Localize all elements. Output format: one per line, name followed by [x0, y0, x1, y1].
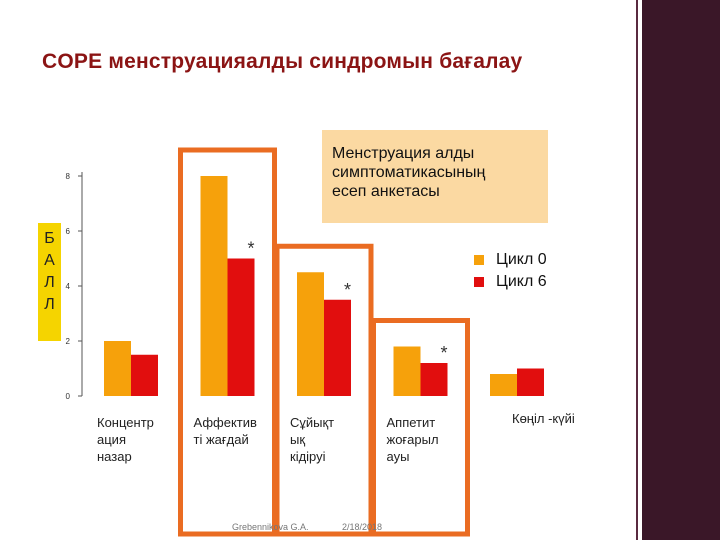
footer-author: Grebennikova G.A.: [232, 522, 309, 532]
chart-legend: Цикл 0 Цикл 6: [474, 250, 547, 294]
x-category-label: Аффектив ті жағдай: [194, 414, 257, 448]
y-tick-label: 8: [66, 172, 71, 181]
x-category-label-line: ті жағдай: [193, 432, 249, 447]
x-category-label-line: жоғарыл: [386, 432, 439, 447]
y-axis-label: Б А Л Л: [38, 223, 61, 341]
legend-label-cycle6: Цикл 6: [496, 273, 547, 290]
x-category-label-line: Аффектив: [193, 415, 257, 430]
slide-title: COPE менструацияалды синдромын бағалау: [42, 50, 523, 73]
highlight-frame: [371, 318, 470, 537]
questionnaire-callout: Менструация алды симптоматикасының есеп …: [322, 130, 548, 223]
legend-item-cycle6: Цикл 6: [474, 272, 547, 292]
x-category-label: Сұйықт ық кідіруі: [290, 414, 334, 465]
legend-label-cycle0: Цикл 0: [496, 251, 547, 268]
callout-line: есеп анкетасы: [332, 183, 440, 200]
legend-item-cycle0: Цикл 0: [474, 250, 547, 270]
bar-cycle6: [131, 354, 158, 396]
callout-line: симптоматикасының: [332, 164, 486, 181]
x-category-label-line: кідіруі: [290, 449, 326, 464]
x-category-label-line: ық: [290, 432, 306, 447]
footer-date: 2/18/2018: [342, 522, 383, 532]
y-axis-letter: Б: [44, 230, 55, 247]
significance-marker: *: [440, 343, 447, 363]
x-category-label-line: назар: [97, 449, 132, 464]
significance-marker: *: [247, 239, 254, 259]
decorative-sidebar: [642, 0, 720, 540]
callout-line: Менструация алды: [332, 145, 475, 162]
x-category-label-line: Сұйықт: [290, 415, 335, 430]
y-axis-letter: А: [44, 252, 55, 269]
bar-cycle6: [324, 299, 351, 396]
x-category-label-line: ауы: [386, 449, 410, 464]
bar-cycle0: [490, 374, 517, 396]
decorative-divider: [636, 0, 638, 540]
bar-cycle6: [517, 368, 544, 396]
x-category-label: Аппетит жоғарыл ауы: [387, 414, 439, 465]
bar-cycle0: [104, 341, 131, 396]
bar-cycle0: [200, 176, 228, 396]
x-category-label-line: Концентр: [97, 415, 154, 430]
significance-marker: *: [344, 280, 351, 300]
legend-swatch-cycle6: [474, 277, 484, 287]
bar-cycle6: [227, 258, 255, 396]
y-tick-label: 2: [66, 337, 71, 346]
x-category-label-line: Аппетит: [386, 415, 436, 430]
x-category-label-line: Көңіл -күйі: [512, 411, 575, 426]
y-tick-label: 0: [66, 392, 71, 401]
bar-cycle6: [420, 363, 448, 396]
y-axis-letter: Л: [44, 296, 55, 313]
y-axis-letter: Л: [44, 274, 55, 291]
bar-cycle0: [297, 272, 324, 396]
x-category-label-line: ация: [97, 432, 126, 447]
y-tick-label: 4: [66, 282, 71, 291]
x-category-label: Концентр ация назар: [97, 414, 154, 465]
legend-swatch-cycle0: [474, 255, 484, 265]
y-tick-label: 6: [66, 227, 71, 236]
x-category-label: Көңіл -күйі: [512, 410, 575, 427]
bar-cycle0: [393, 346, 421, 396]
